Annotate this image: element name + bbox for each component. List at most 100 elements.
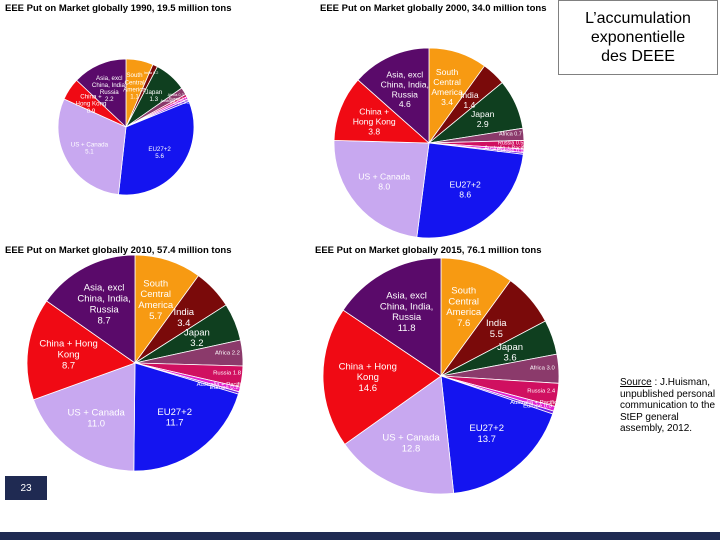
pie-label-us-canada: US + Canada 11.0 xyxy=(68,408,126,430)
pie-label-line: 5.7 xyxy=(149,311,162,322)
pie-label-europe: Europe 0.1 xyxy=(497,148,523,154)
pie-label-line: Japan xyxy=(184,327,210,338)
slide-title-line: L’accumulation xyxy=(585,10,691,27)
pie-label-line: 5.6 xyxy=(155,153,164,160)
slide-title-box: L’accumulation exponentielle des DEEE xyxy=(558,0,718,75)
pie-label-china-hong-kong: China + Hong Kong 8.7 xyxy=(39,339,97,372)
pie-label-line: 5.5 xyxy=(490,329,503,340)
pie-label-line: Russia xyxy=(392,89,418,99)
pie-label-line: Asia, excl xyxy=(386,69,423,79)
pie-label-india: India 5.5 xyxy=(486,318,507,340)
pie-label-line: Asia, excl xyxy=(386,290,427,301)
pie-label-line: Russia xyxy=(392,312,422,323)
pie-slice-asia-excl-china-india-russia xyxy=(357,47,430,144)
pie-label-us-canada: US + Canada 8.0 xyxy=(358,171,410,191)
pie-slice-eu27-2 xyxy=(133,362,239,472)
pie-label-line: 3.4 xyxy=(177,318,190,329)
pie-label-line: Japan xyxy=(497,342,523,353)
pie-label-line: Central xyxy=(140,289,171,300)
pie-label-line: 1.3 xyxy=(149,96,158,103)
pie-label-line: Hong Kong xyxy=(353,116,396,126)
pie-chart-2000: EEE Put on Market globally 2000, 34.0 mi… xyxy=(320,3,560,239)
chart-title: EEE Put on Market globally 1990, 19.5 mi… xyxy=(5,3,232,14)
source-text: : J.Huisman, unpublished personal commun… xyxy=(620,377,716,434)
pie-label-africa: Africa 0.7 xyxy=(499,132,522,138)
pie-label-line: 8.6 xyxy=(459,190,471,200)
pie-label-line: 5.1 xyxy=(85,149,94,156)
pie-label-india: India 0.2 xyxy=(144,71,159,75)
pie-label-line: Central xyxy=(125,79,145,86)
pie-slice-china-hong-kong xyxy=(333,79,431,144)
pie-label-asia-excl-china-india-russia: Asia, excl China, India, Russia 8.7 xyxy=(77,283,130,327)
pie-label-china-hong-kong: China + Hong Kong 0.9 xyxy=(76,94,108,115)
pie-label-line: Kong xyxy=(357,372,379,383)
pie-label-line: America xyxy=(431,87,463,97)
pie-label-line: 8.0 xyxy=(378,181,390,191)
pie-label-eu27-2: EU27+2 13.7 xyxy=(469,423,504,445)
pie-label-europe: Europe 0.3 xyxy=(523,403,553,409)
pie-slice-south-central-america xyxy=(440,257,512,378)
pie-label-line: China, India, xyxy=(380,301,433,312)
pie-label-south-central-america: South Central America 5.7 xyxy=(138,278,174,322)
pie-chart-1990: EEE Put on Market globally 1990, 19.5 mi… xyxy=(5,3,295,238)
pie-label-india: India 1.4 xyxy=(460,90,479,110)
pie-label-australia-pacific: Australia + Pacific 0.1 xyxy=(160,99,197,103)
pie-label-line: 1.1 xyxy=(130,94,139,101)
pie-label-line: Japan xyxy=(145,89,162,96)
pie-label-line: America xyxy=(446,307,482,318)
pie-label-india: India 3.4 xyxy=(173,307,194,329)
pie-label-line: Central xyxy=(433,77,461,87)
pie-label-line: 3.2 xyxy=(190,338,203,349)
pie-label-africa: Africa 0.3 xyxy=(168,93,184,97)
pie-label-line: EU27+2 xyxy=(450,180,482,190)
pie-label-us-canada: US + Canada 5.1 xyxy=(71,142,109,156)
pie-label-line: China, India, xyxy=(381,79,429,89)
pie-label-line: 2.2 xyxy=(105,96,114,103)
pie-label-line: 14.6 xyxy=(359,383,378,394)
pie-slice-eu27-2 xyxy=(440,375,554,494)
pie-label-line: India xyxy=(486,318,507,329)
pie-label-line: 12.8 xyxy=(402,444,421,455)
pie-label-australia-pacific: Australia + Pacific 0.5 xyxy=(510,400,568,406)
pie-label-africa: Africa 3.0 xyxy=(530,366,556,372)
page-number: 23 xyxy=(5,476,47,500)
pie-label-south-central-america: South Central America 1.1 xyxy=(123,72,146,100)
slide-title-line: exponentielle xyxy=(590,29,686,46)
pie-chart-2010: EEE Put on Market globally 2010, 57.4 mi… xyxy=(5,245,305,480)
pie-slice-us-canada xyxy=(32,362,136,472)
pie-slice-us-canada xyxy=(57,98,127,196)
pie-label-china-hong-kong: China + Hong Kong 3.8 xyxy=(353,106,396,136)
pie-label-line: 11.0 xyxy=(87,418,105,429)
source-note: Source : J.Huisman, unpublished personal… xyxy=(620,377,716,435)
pie-label-line: 3.8 xyxy=(368,126,380,136)
pie-label-south-central-america: South Central America 3.4 xyxy=(431,67,463,107)
pie-label-eu27-2: EU27+2 11.7 xyxy=(157,407,192,429)
pie-label-line: Russia xyxy=(100,89,119,96)
pie-label-line: EU27+2 xyxy=(148,146,171,153)
pie-label-line: Central xyxy=(448,296,479,307)
pie-label-line: 13.7 xyxy=(477,434,496,445)
pie-slice-us-canada xyxy=(344,375,455,495)
slide-title-line: des DEEE xyxy=(601,48,675,65)
pie-label-line: US + Canada xyxy=(71,142,109,149)
pie-label-russia: Russia 2.4 xyxy=(527,388,556,394)
pie-label-line: Asia, excl xyxy=(96,75,122,82)
pie-label-eu27-2: EU27+2 8.6 xyxy=(450,180,482,200)
pie-label-line: South xyxy=(126,72,143,79)
pie-label-asia-excl-china-india-russia: Asia, excl China, India, Russia 4.6 xyxy=(381,69,429,109)
pie-label-eu27-2: EU27+2 5.6 xyxy=(148,146,171,160)
pie-slice-eu27-2 xyxy=(118,100,195,196)
pie-label-japan: Japan 3.6 xyxy=(497,342,523,364)
pie-label-line: China + xyxy=(80,94,102,101)
pie-label-line: India xyxy=(460,90,479,100)
pie-label-europe: Europe 0.1 xyxy=(170,101,189,105)
pie-label-japan: Japan 2.9 xyxy=(471,109,495,129)
pie-label-line: 1.4 xyxy=(463,100,475,110)
pie-label-line: US + Canada xyxy=(68,408,126,419)
pie-label-japan: Japan 3.2 xyxy=(184,327,210,349)
slide-footer-bar xyxy=(0,532,720,540)
pie-label-line: India xyxy=(173,307,194,318)
